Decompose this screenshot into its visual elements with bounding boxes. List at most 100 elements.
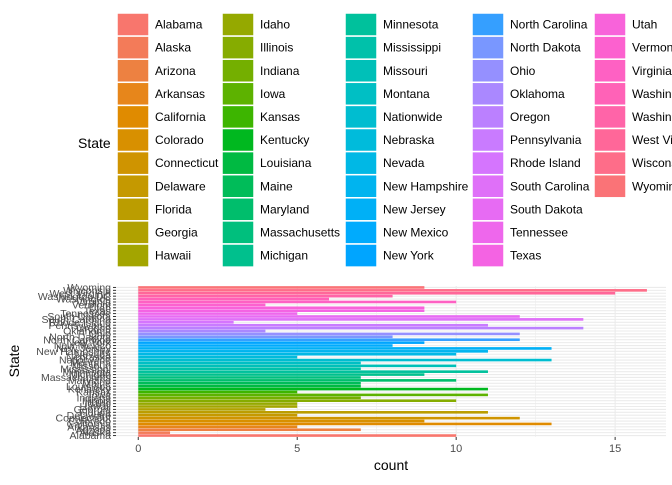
- legend-label: Wyoming: [632, 179, 672, 193]
- legend-item: Indiana: [221, 58, 300, 84]
- legend-key: [593, 173, 627, 199]
- bar: [138, 297, 330, 301]
- legend-item: Illinois: [221, 35, 293, 60]
- y-tick-label: Illinois: [82, 395, 111, 407]
- legend-item: Arkansas: [116, 81, 205, 107]
- legend-item: Ohio: [471, 58, 536, 84]
- bar: [138, 396, 361, 400]
- bar: [138, 338, 520, 342]
- bar: [138, 425, 298, 429]
- legend-label: Nebraska: [383, 133, 435, 147]
- y-tick-label: Ohio: [89, 329, 111, 341]
- bar: [138, 323, 488, 327]
- legend-key: [116, 104, 150, 130]
- y-tick-label: North Carolina: [43, 334, 111, 346]
- legend-key: [221, 243, 255, 268]
- legend-item: Louisiana: [221, 150, 312, 176]
- legend-label: South Carolina: [510, 179, 590, 193]
- legend-item: Wisconsi: [593, 150, 672, 176]
- y-tick-label: Vermont: [72, 299, 111, 311]
- legend: State Alabama Alaska Arizona Arkansas Califor…: [78, 12, 672, 268]
- bar: [138, 393, 488, 397]
- legend-item: Montana: [344, 81, 430, 107]
- legend-label: Delaware: [155, 179, 206, 193]
- bar: [138, 306, 425, 310]
- legend-key: [593, 81, 627, 107]
- legend-key: [116, 150, 150, 176]
- y-tick-label: Michigan: [69, 369, 111, 381]
- legend-item: North Dakota: [471, 35, 581, 60]
- y-tick-label: Minnesota: [63, 366, 112, 378]
- legend-item: Iowa: [221, 81, 286, 107]
- legend-label: Missouri: [383, 64, 428, 78]
- bar: [138, 320, 234, 324]
- y-tick-label: Idaho: [85, 398, 111, 410]
- y-tick-label: California: [67, 419, 112, 431]
- legend-key: [221, 81, 255, 107]
- y-axis-label: State: [6, 344, 22, 377]
- legend-label: Massachusetts: [260, 225, 340, 239]
- legend-item: Washingt: [593, 104, 672, 130]
- bar: [138, 364, 457, 368]
- legend-key: [344, 173, 378, 199]
- legend-item: Florida: [116, 197, 192, 222]
- y-tick-label: Utah: [89, 302, 111, 314]
- legend-label: Alabama: [155, 18, 203, 32]
- legend-key: [471, 58, 505, 84]
- legend-item: Maryland: [221, 197, 309, 222]
- bar: [138, 318, 584, 321]
- y-tick-label: Wyoming: [67, 282, 111, 294]
- bar: [138, 390, 298, 394]
- legend-label: Rhode Island: [510, 156, 581, 170]
- legend-key: [344, 81, 378, 107]
- y-tick-label: New York: [67, 337, 112, 349]
- legend-key: [116, 220, 150, 245]
- legend-label: New Hampshire: [383, 179, 469, 193]
- bar: [138, 408, 266, 411]
- legend-key: [344, 12, 378, 37]
- legend-label: Montana: [383, 87, 430, 101]
- legend-title: State: [78, 135, 111, 151]
- legend-label: Texas: [510, 249, 541, 263]
- bar: [138, 399, 457, 403]
- bar: [138, 286, 425, 289]
- legend-label: Utah: [632, 18, 657, 32]
- legend-item: Kentucky: [221, 127, 309, 153]
- legend-item: Missouri: [344, 58, 428, 84]
- x-axis-label: count: [374, 457, 408, 473]
- y-tick-label: Rhode Island: [49, 317, 111, 329]
- legend-label: Vermont: [632, 41, 672, 55]
- bar: [138, 341, 425, 344]
- legend-item: Nationwide: [344, 104, 443, 130]
- y-tick-label: Indiana: [77, 392, 112, 404]
- legend-key: [344, 243, 378, 268]
- x-tick-label: 5: [294, 443, 300, 455]
- legend-item: Georgia: [116, 220, 198, 245]
- y-tick-label: Washington: [56, 294, 111, 306]
- bar: [138, 355, 298, 359]
- y-tick-label: Nationwide: [59, 355, 111, 367]
- legend-label: Ohio: [510, 64, 536, 78]
- bar: [138, 431, 171, 434]
- legend-item: Kansas: [221, 104, 300, 130]
- legend-item: Colorado: [116, 127, 204, 153]
- legend-label: Wisconsi: [632, 156, 672, 170]
- legend-key: [471, 127, 505, 153]
- legend-label: Michigan: [260, 249, 308, 263]
- legend-key: [344, 127, 378, 153]
- bar: [138, 332, 520, 336]
- legend-item: Alaska: [116, 35, 191, 60]
- bar: [138, 379, 457, 382]
- bar: [138, 413, 298, 417]
- legend-label: Minnesota: [383, 18, 439, 32]
- bar: [138, 381, 361, 385]
- y-tick-label: Louisiana: [66, 381, 111, 393]
- y-tick-label: Connecticut: [56, 413, 112, 425]
- x-tick-label: 15: [609, 443, 621, 455]
- y-tick-label: Florida: [79, 407, 111, 419]
- y-tick-label: Alaska: [79, 427, 111, 439]
- legend-label: New Jersey: [383, 202, 446, 216]
- legend-key: [471, 243, 505, 268]
- y-tick-label: Oklahoma: [63, 326, 111, 338]
